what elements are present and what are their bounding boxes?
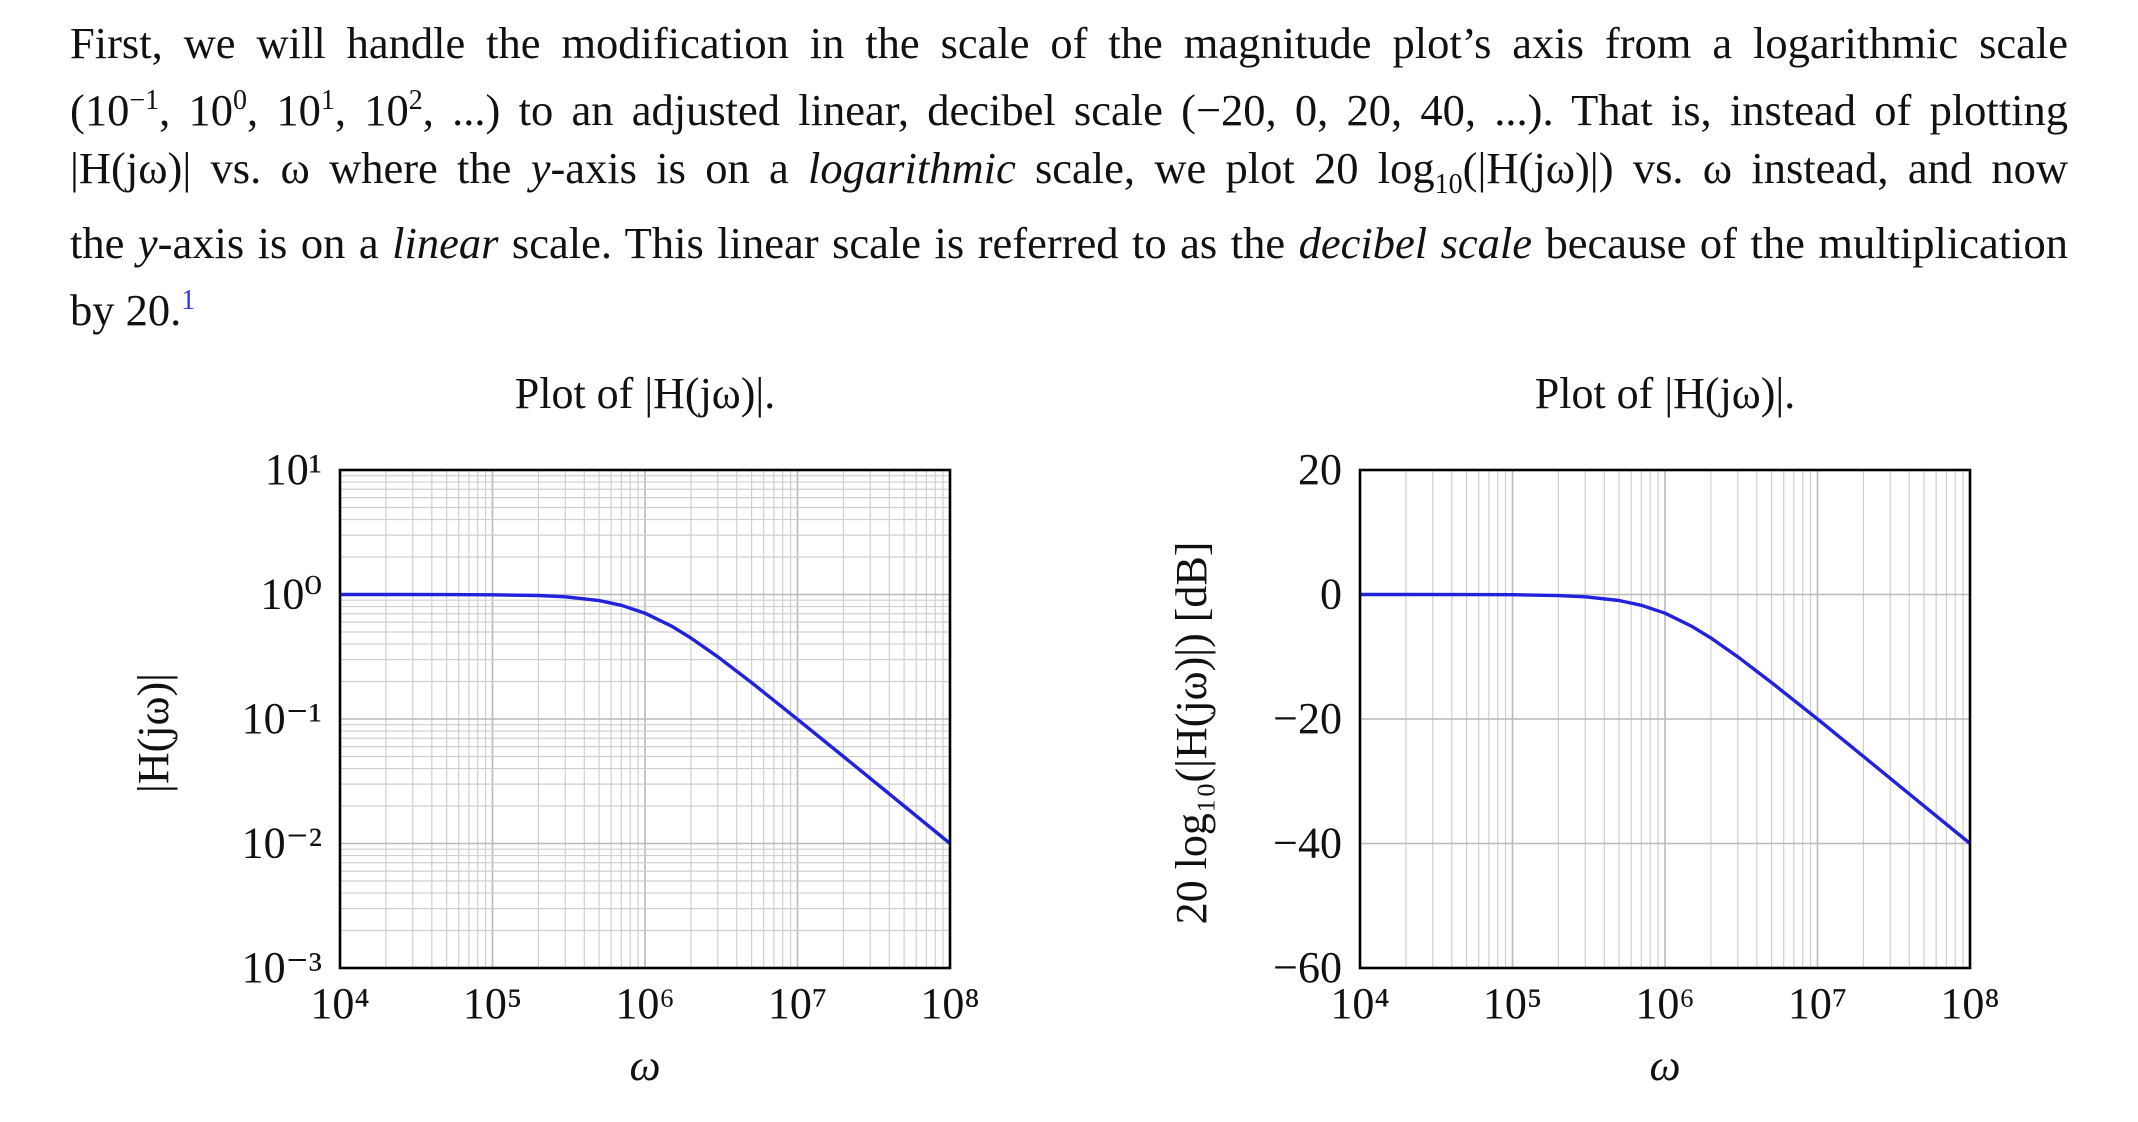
x-tick-label: 10⁵ (463, 979, 522, 1028)
chart-title: Plot of |H(jω)|. (1535, 369, 1795, 418)
y-tick-label: 20 (1298, 445, 1342, 494)
y-tick-label: −20 (1273, 694, 1342, 743)
paragraph-line-2: (10−1, 100, 101, 102, ...) to an adjuste… (70, 84, 2069, 135)
response-curve (1360, 592, 1972, 845)
y-axis-label: 20 log₁₀(|H(jω)|) [dB] (1167, 542, 1216, 925)
y-tick-label: −40 (1273, 819, 1342, 868)
chart-2 (1358, 468, 1972, 970)
y-tick-label: −60 (1273, 943, 1342, 992)
y-tick-label: 10⁻³ (242, 943, 322, 992)
x-axis-label: ω (1649, 1041, 1680, 1090)
x-tick-label: 10⁸ (1940, 979, 1999, 1028)
x-axis-label: ω (629, 1041, 660, 1090)
x-tick-label: 10⁴ (310, 979, 369, 1028)
paragraph-line-5: by 20.1 (70, 284, 196, 335)
y-tick-label: 10¹ (265, 445, 322, 494)
plot-frame (338, 468, 952, 970)
y-tick-label: 10⁻¹ (242, 694, 322, 743)
chart-1 (338, 468, 952, 970)
chart-title: Plot of |H(jω)|. (515, 369, 775, 418)
x-tick-label: 10⁷ (1788, 979, 1847, 1028)
paragraph-line-4: the y-axis is on a linear scale. This li… (70, 217, 2068, 268)
y-tick-label: 0 (1320, 570, 1342, 619)
x-tick-label: 10⁶ (1635, 979, 1694, 1028)
y-tick-label: 10⁰ (260, 570, 322, 619)
x-tick-label: 10⁴ (1330, 979, 1389, 1028)
body-paragraph: First, we will handle the modification i… (70, 14, 2068, 339)
x-tick-label: 10⁸ (920, 979, 979, 1028)
y-tick-label: 10⁻² (242, 819, 322, 868)
y-axis-label: |H(jω)| (129, 673, 178, 793)
paragraph-line-1: First, we will handle the modification i… (70, 18, 2068, 68)
x-tick-label: 10⁷ (768, 979, 827, 1028)
plot-frame (1358, 468, 1972, 970)
x-tick-label: 10⁵ (1483, 979, 1542, 1028)
footnote-link[interactable]: 1 (181, 284, 196, 316)
x-tick-label: 10⁶ (615, 979, 674, 1028)
response-curve (340, 592, 952, 845)
paragraph-line-3: |H(jω)| vs. ω where the y-axis is on a l… (70, 142, 2068, 200)
